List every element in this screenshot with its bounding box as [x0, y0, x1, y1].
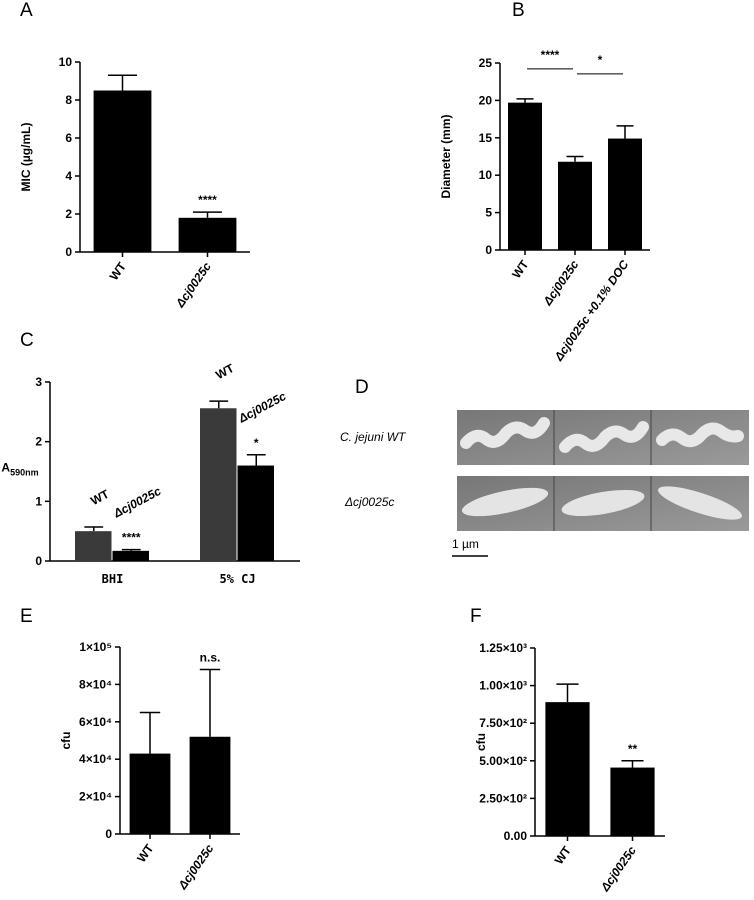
bar [93, 90, 152, 252]
bar [610, 767, 655, 836]
bacterium [559, 421, 649, 453]
y-tick-label: 0 [485, 243, 492, 257]
y-tick-label: 6×10⁴ [79, 715, 112, 729]
bacterium [460, 417, 550, 449]
y-tick-label: 6 [65, 131, 72, 145]
bar [75, 531, 112, 561]
y-tick-label: 0 [35, 554, 42, 568]
micrograph [452, 410, 749, 557]
significance: * [254, 436, 259, 450]
significance: **** [198, 193, 217, 207]
significance: **** [122, 531, 141, 545]
significance: * [598, 53, 603, 67]
y-tick-label: 10 [479, 168, 493, 182]
y-tick-label: 0.00 [504, 829, 528, 843]
y-tick-label: 20 [479, 93, 493, 107]
panel-letter: F [470, 606, 482, 627]
y-tick-label: 8 [65, 93, 72, 107]
y-axis-label: Diameter (mm) [439, 114, 453, 198]
bacterium [461, 487, 549, 517]
y-axis-label: cfu [59, 732, 73, 750]
panel-letter: D [355, 377, 369, 398]
bar [200, 408, 237, 561]
bar [508, 102, 542, 250]
y-tick-label: 3 [35, 375, 42, 389]
x-tick-label: 5% CJ [219, 572, 255, 586]
y-tick-label: 10 [59, 55, 73, 69]
y-tick-label: 1.25×10³ [479, 641, 527, 655]
y-tick-label: 2 [65, 207, 72, 221]
y-tick-label: 1 [35, 494, 42, 508]
bar [178, 217, 237, 252]
x-tick-label: WT [107, 259, 130, 283]
y-tick-label: 0 [65, 245, 72, 259]
y-axis-label-sub: 590nm [10, 468, 39, 478]
panel-letter: C [20, 330, 34, 351]
x-tick-label: WT [134, 841, 157, 865]
y-tick-label: 25 [479, 56, 493, 70]
x-tick-label: WT [509, 257, 532, 281]
y-tick-label: 1.00×10³ [479, 679, 527, 693]
bar [558, 161, 592, 250]
y-tick-label: 4 [65, 169, 72, 183]
row-label: C. jejuni WT [340, 430, 407, 444]
y-axis-label: cfu [474, 733, 488, 751]
bar [608, 138, 642, 250]
series-label: Δcj0025c [110, 484, 163, 521]
series-label: Δcj0025c [235, 389, 288, 426]
significance: **** [541, 48, 560, 62]
y-tick-label: 5 [485, 206, 492, 220]
bacterium [656, 422, 744, 448]
scale-label: 1 µm [452, 537, 479, 551]
series-label: WT [88, 487, 112, 508]
bar [129, 753, 171, 834]
x-tick-label: BHI [102, 572, 124, 586]
panel-letter: E [20, 606, 33, 627]
y-tick-label: 2.50×10² [479, 791, 527, 805]
bar [189, 736, 231, 834]
y-tick-label: 0 [105, 827, 112, 841]
significance: n.s. [200, 650, 221, 664]
x-tick-label: Δcj0025c [540, 257, 582, 308]
panel-letter: B [512, 0, 525, 21]
bar [545, 702, 590, 836]
bar [237, 465, 274, 561]
y-axis-label: A590nm [1, 461, 38, 478]
y-tick-label: 4×10⁴ [79, 752, 112, 766]
y-tick-label: 5.00×10² [479, 754, 527, 768]
bacterium [658, 486, 742, 520]
y-tick-label: 2×10⁴ [79, 790, 112, 804]
x-tick-label: WT [552, 843, 575, 867]
bacterium [561, 489, 645, 517]
y-tick-label: 1×10⁵ [79, 640, 112, 654]
x-tick-label: Δcj0025c [175, 841, 217, 892]
panel-letter: A [20, 0, 33, 21]
x-tick-label: Δcj0025c [597, 843, 639, 894]
x-tick-label: Δcj0025c [172, 259, 214, 310]
y-tick-label: 15 [479, 131, 493, 145]
series-label: WT [213, 361, 237, 382]
bar [112, 550, 149, 561]
y-tick-label: 8×10⁴ [79, 677, 112, 691]
significance: ** [628, 742, 638, 756]
y-tick-label: 7.50×10² [479, 716, 527, 730]
row-label: Δcj0025c [344, 495, 394, 509]
y-axis-label: MIC (µg/mL) [19, 123, 33, 192]
y-tick-label: 2 [35, 435, 42, 449]
